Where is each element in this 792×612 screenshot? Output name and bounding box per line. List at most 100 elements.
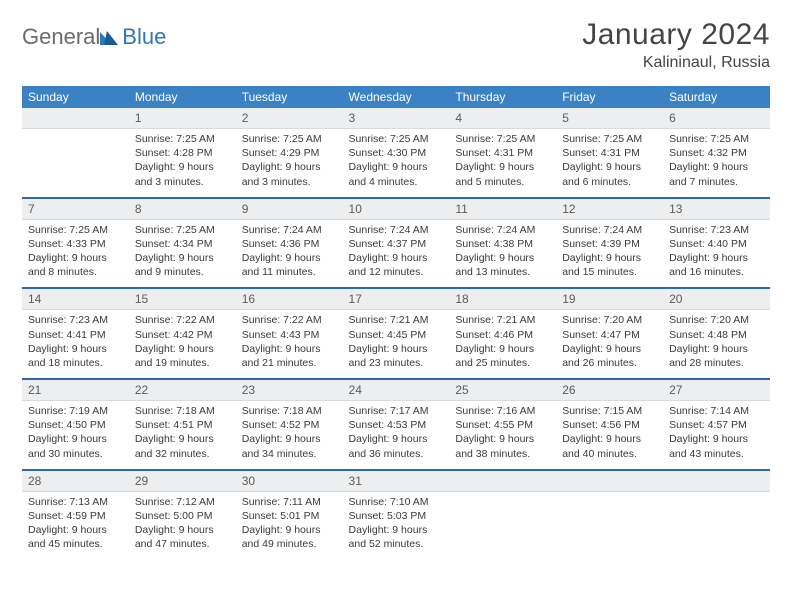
dayhead-sun: Sunday bbox=[22, 86, 129, 108]
daylight-text-1: Daylight: 9 hours bbox=[349, 342, 444, 356]
sunrise-text: Sunrise: 7:22 AM bbox=[242, 313, 337, 327]
day-number: 16 bbox=[236, 288, 343, 310]
daylight-text-1: Daylight: 9 hours bbox=[455, 342, 550, 356]
day-info-cell: Sunrise: 7:16 AMSunset: 4:55 PMDaylight:… bbox=[449, 401, 556, 470]
daylight-text-1: Daylight: 9 hours bbox=[669, 251, 764, 265]
day-info-cell bbox=[22, 129, 129, 198]
day-info-cell: Sunrise: 7:25 AMSunset: 4:31 PMDaylight:… bbox=[556, 129, 663, 198]
sunset-text: Sunset: 4:43 PM bbox=[242, 328, 337, 342]
day-info-cell bbox=[449, 491, 556, 559]
day-number: 5 bbox=[556, 108, 663, 129]
day-number-row: 78910111213 bbox=[22, 198, 770, 220]
daylight-text-2: and 12 minutes. bbox=[349, 265, 444, 279]
daylight-text-1: Daylight: 9 hours bbox=[455, 432, 550, 446]
daylight-text-2: and 5 minutes. bbox=[455, 175, 550, 189]
daylight-text-1: Daylight: 9 hours bbox=[562, 251, 657, 265]
daylight-text-2: and 11 minutes. bbox=[242, 265, 337, 279]
day-info-cell: Sunrise: 7:25 AMSunset: 4:32 PMDaylight:… bbox=[663, 129, 770, 198]
daylight-text-1: Daylight: 9 hours bbox=[242, 251, 337, 265]
sunrise-text: Sunrise: 7:15 AM bbox=[562, 404, 657, 418]
day-number: 15 bbox=[129, 288, 236, 310]
day-number bbox=[556, 470, 663, 492]
title-block: January 2024 Kalininaul, Russia bbox=[582, 18, 770, 72]
day-info-cell: Sunrise: 7:20 AMSunset: 4:48 PMDaylight:… bbox=[663, 310, 770, 379]
daylight-text-1: Daylight: 9 hours bbox=[349, 160, 444, 174]
month-title: January 2024 bbox=[582, 18, 770, 52]
daylight-text-2: and 7 minutes. bbox=[669, 175, 764, 189]
daylight-text-1: Daylight: 9 hours bbox=[669, 342, 764, 356]
daylight-text-1: Daylight: 9 hours bbox=[135, 523, 230, 537]
day-number-row: 14151617181920 bbox=[22, 288, 770, 310]
sunset-text: Sunset: 4:38 PM bbox=[455, 237, 550, 251]
sunset-text: Sunset: 4:45 PM bbox=[349, 328, 444, 342]
logo-text-gray: General bbox=[22, 24, 100, 50]
day-number: 21 bbox=[22, 379, 129, 401]
day-number: 29 bbox=[129, 470, 236, 492]
sunrise-text: Sunrise: 7:21 AM bbox=[349, 313, 444, 327]
day-info-cell: Sunrise: 7:14 AMSunset: 4:57 PMDaylight:… bbox=[663, 401, 770, 470]
sunset-text: Sunset: 4:36 PM bbox=[242, 237, 337, 251]
sunset-text: Sunset: 4:53 PM bbox=[349, 418, 444, 432]
day-info-cell: Sunrise: 7:24 AMSunset: 4:38 PMDaylight:… bbox=[449, 219, 556, 288]
sunset-text: Sunset: 4:51 PM bbox=[135, 418, 230, 432]
day-info-cell bbox=[663, 491, 770, 559]
day-info-cell bbox=[556, 491, 663, 559]
daylight-text-1: Daylight: 9 hours bbox=[562, 432, 657, 446]
daylight-text-2: and 49 minutes. bbox=[242, 537, 337, 551]
day-number: 1 bbox=[129, 108, 236, 129]
daylight-text-2: and 18 minutes. bbox=[28, 356, 123, 370]
sunrise-text: Sunrise: 7:18 AM bbox=[135, 404, 230, 418]
dayhead-fri: Friday bbox=[556, 86, 663, 108]
day-number: 11 bbox=[449, 198, 556, 220]
sunrise-text: Sunrise: 7:24 AM bbox=[349, 223, 444, 237]
daylight-text-2: and 3 minutes. bbox=[135, 175, 230, 189]
daylight-text-1: Daylight: 9 hours bbox=[28, 251, 123, 265]
daylight-text-2: and 3 minutes. bbox=[242, 175, 337, 189]
day-info-cell: Sunrise: 7:22 AMSunset: 4:43 PMDaylight:… bbox=[236, 310, 343, 379]
sunset-text: Sunset: 4:50 PM bbox=[28, 418, 123, 432]
day-info-cell: Sunrise: 7:10 AMSunset: 5:03 PMDaylight:… bbox=[343, 491, 450, 559]
day-number: 9 bbox=[236, 198, 343, 220]
daylight-text-1: Daylight: 9 hours bbox=[455, 160, 550, 174]
day-number: 2 bbox=[236, 108, 343, 129]
day-info-cell: Sunrise: 7:21 AMSunset: 4:46 PMDaylight:… bbox=[449, 310, 556, 379]
sunrise-text: Sunrise: 7:19 AM bbox=[28, 404, 123, 418]
day-info-row: Sunrise: 7:23 AMSunset: 4:41 PMDaylight:… bbox=[22, 310, 770, 379]
daylight-text-1: Daylight: 9 hours bbox=[135, 160, 230, 174]
sunrise-text: Sunrise: 7:18 AM bbox=[242, 404, 337, 418]
sunrise-text: Sunrise: 7:22 AM bbox=[135, 313, 230, 327]
day-info-cell: Sunrise: 7:24 AMSunset: 4:36 PMDaylight:… bbox=[236, 219, 343, 288]
sunset-text: Sunset: 4:42 PM bbox=[135, 328, 230, 342]
sunset-text: Sunset: 4:31 PM bbox=[455, 146, 550, 160]
calendar-table: Sunday Monday Tuesday Wednesday Thursday… bbox=[22, 86, 770, 559]
logo: General Blue bbox=[22, 24, 166, 50]
day-info-cell: Sunrise: 7:23 AMSunset: 4:41 PMDaylight:… bbox=[22, 310, 129, 379]
day-number: 24 bbox=[343, 379, 450, 401]
sunset-text: Sunset: 4:56 PM bbox=[562, 418, 657, 432]
day-number: 22 bbox=[129, 379, 236, 401]
daylight-text-1: Daylight: 9 hours bbox=[349, 523, 444, 537]
sunrise-text: Sunrise: 7:23 AM bbox=[28, 313, 123, 327]
sunset-text: Sunset: 5:00 PM bbox=[135, 509, 230, 523]
day-headers: Sunday Monday Tuesday Wednesday Thursday… bbox=[22, 86, 770, 108]
sunset-text: Sunset: 5:03 PM bbox=[349, 509, 444, 523]
day-number: 4 bbox=[449, 108, 556, 129]
day-number: 19 bbox=[556, 288, 663, 310]
daylight-text-1: Daylight: 9 hours bbox=[242, 342, 337, 356]
daylight-text-2: and 4 minutes. bbox=[349, 175, 444, 189]
day-number bbox=[663, 470, 770, 492]
sunset-text: Sunset: 4:29 PM bbox=[242, 146, 337, 160]
sunset-text: Sunset: 4:37 PM bbox=[349, 237, 444, 251]
day-info-cell: Sunrise: 7:21 AMSunset: 4:45 PMDaylight:… bbox=[343, 310, 450, 379]
daylight-text-1: Daylight: 9 hours bbox=[242, 160, 337, 174]
day-number: 31 bbox=[343, 470, 450, 492]
day-number: 3 bbox=[343, 108, 450, 129]
sunrise-text: Sunrise: 7:24 AM bbox=[455, 223, 550, 237]
day-info-cell: Sunrise: 7:11 AMSunset: 5:01 PMDaylight:… bbox=[236, 491, 343, 559]
sunset-text: Sunset: 4:55 PM bbox=[455, 418, 550, 432]
day-info-cell: Sunrise: 7:25 AMSunset: 4:33 PMDaylight:… bbox=[22, 219, 129, 288]
location-label: Kalininaul, Russia bbox=[582, 54, 770, 72]
daylight-text-2: and 28 minutes. bbox=[669, 356, 764, 370]
day-number: 6 bbox=[663, 108, 770, 129]
day-info-cell: Sunrise: 7:25 AMSunset: 4:29 PMDaylight:… bbox=[236, 129, 343, 198]
